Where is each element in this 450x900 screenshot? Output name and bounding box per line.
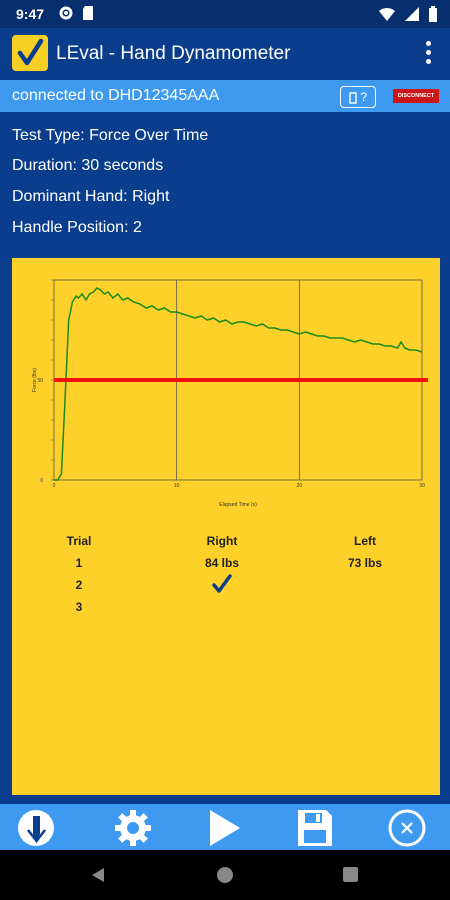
bottom-action-bar (0, 804, 450, 850)
x-tick-label: 0 (53, 483, 56, 489)
trial-1-left: 73 lbs (347, 556, 383, 570)
signal-icon (405, 7, 419, 21)
home-icon[interactable] (216, 866, 234, 884)
status-bar: 9:47 (0, 0, 450, 28)
system-nav-bar (0, 850, 450, 900)
app-logo-icon (12, 35, 48, 71)
floppy-disk-icon (298, 810, 332, 846)
duration-label: Duration: 30 seconds (12, 157, 164, 174)
close-button[interactable] (386, 808, 428, 848)
test-info-button[interactable] (15, 808, 57, 848)
app-bar: LEval - Hand Dynamometer (0, 28, 450, 80)
play-icon (210, 810, 240, 846)
trial-2-number: 2 (75, 578, 83, 592)
y-tick-label: 50 (37, 378, 43, 384)
y-tick-label: 0 (40, 478, 43, 484)
battery-icon (429, 6, 437, 22)
close-circle-icon (388, 809, 426, 847)
trial-3-number: 3 (75, 600, 83, 614)
recents-icon[interactable] (343, 867, 358, 882)
save-button[interactable] (294, 808, 336, 848)
header-trial: Trial (66, 534, 92, 548)
test-type-label: Test Type: Force Over Time (12, 127, 209, 144)
header-left: Left (354, 534, 376, 548)
force-chart: 0 10 20 30 0 50 Elapsed Time (s) Force (lbs) (32, 279, 428, 508)
status-time: 9:47 (16, 6, 45, 22)
results-panel: 0 10 20 30 0 50 Elapsed Time (s) Force (lbs) … (12, 258, 440, 795)
wifi-icon (379, 7, 395, 21)
app-title: LEval - Hand Dynamometer (56, 43, 291, 64)
checkmark-icon (212, 574, 232, 593)
overflow-menu-icon[interactable] (424, 38, 432, 70)
help-label: ? (360, 90, 368, 104)
x-axis-label: Elapsed Time (s) (219, 502, 257, 508)
battery-small-icon (349, 92, 357, 104)
y-axis-label: Force (lbs) (32, 368, 38, 392)
header-right: Right (206, 534, 238, 548)
settings-status-icon (59, 6, 73, 20)
connection-status: connected to DHD12345AAA (12, 87, 220, 104)
trial-2-right-select[interactable] (182, 574, 262, 597)
handle-position-label: Handle Position: 2 (12, 219, 142, 236)
trial-1-number: 1 (75, 556, 83, 570)
gear-icon (115, 810, 151, 846)
x-tick-label: 30 (419, 483, 425, 489)
pencil-info-icon (18, 810, 54, 846)
dominant-hand-label: Dominant Hand: Right (12, 188, 170, 205)
force-series-line (54, 287, 423, 481)
sd-card-icon (83, 6, 93, 20)
start-test-button[interactable] (204, 808, 246, 848)
back-icon[interactable] (90, 867, 106, 883)
disconnect-button[interactable]: DISCONNECT (393, 89, 439, 103)
connection-bar: connected to DHD12345AAA ? DISCONNECT (0, 80, 450, 112)
settings-button[interactable] (112, 808, 154, 848)
x-tick-label: 20 (297, 483, 303, 489)
device-help-button[interactable]: ? (340, 86, 376, 108)
trial-1-right: 84 lbs (204, 556, 240, 570)
x-tick-label: 10 (174, 483, 180, 489)
